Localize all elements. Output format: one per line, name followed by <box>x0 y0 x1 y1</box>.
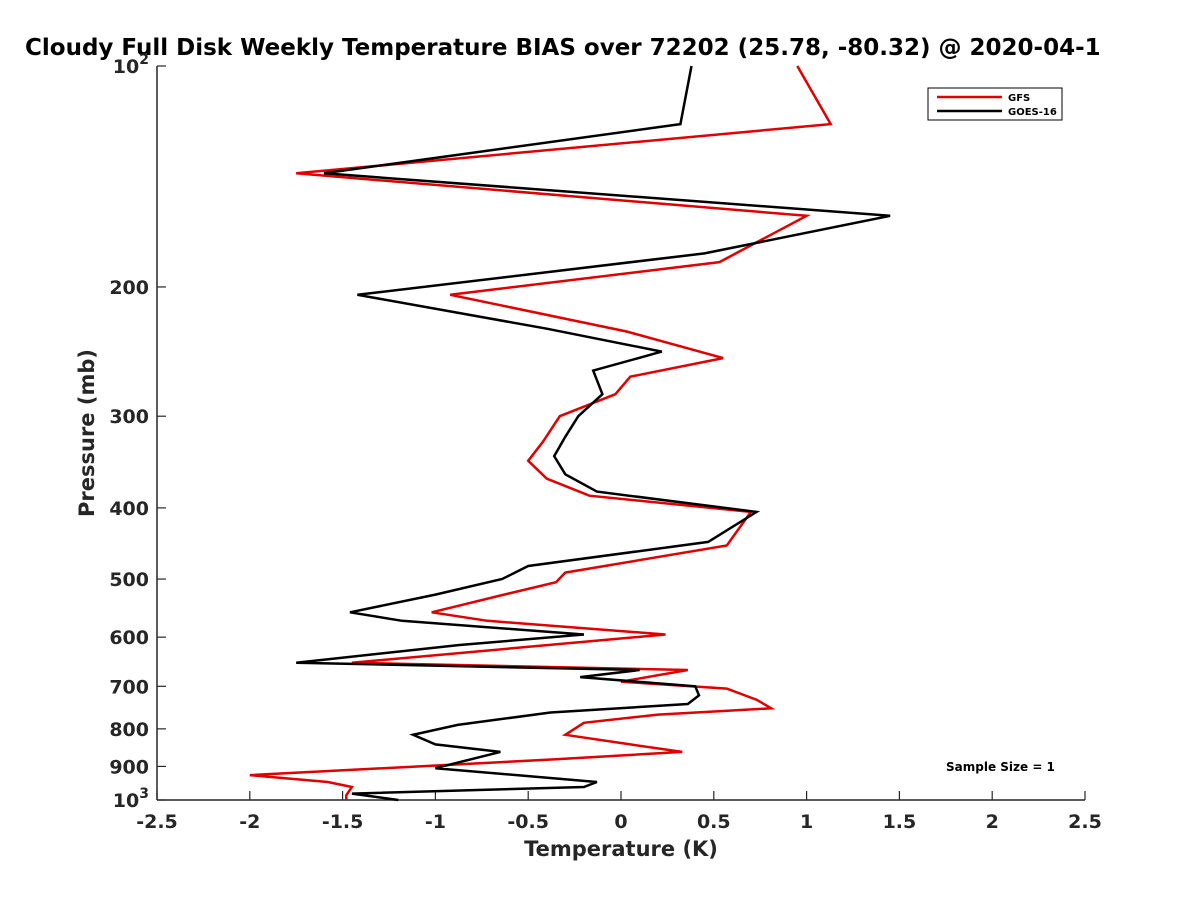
x-tick-label: 0 <box>614 811 627 833</box>
y-tick-label: 400 <box>109 498 149 520</box>
series-layer <box>249 65 891 802</box>
x-tick-label: -2 <box>239 811 260 833</box>
y-tick-label: 500 <box>109 569 149 591</box>
series-line-goes16 <box>296 65 891 802</box>
y-tick-label: 103 <box>113 786 149 812</box>
chart-title: Cloudy Full Disk Weekly Temperature BIAS… <box>25 35 1101 61</box>
y-tick-label: 800 <box>109 719 149 741</box>
x-tick-label: -1 <box>425 811 446 833</box>
y-tick-label: 700 <box>109 676 149 698</box>
y-tick-label: 200 <box>109 277 149 299</box>
y-tick-label: 900 <box>109 756 149 778</box>
series-line-gfs <box>249 65 833 800</box>
legend-box <box>927 87 1063 121</box>
y-axis-label: Pressure (mb) <box>75 349 99 517</box>
x-axis-label: Temperature (K) <box>524 837 718 861</box>
legend-label-gfs: GFS <box>1008 93 1030 104</box>
sample-size-annotation: Sample Size = 1 <box>946 760 1055 774</box>
x-tick-label: 1 <box>800 811 813 833</box>
y-tick-label: 600 <box>109 627 149 649</box>
y-tick-label: 300 <box>109 406 149 428</box>
x-tick-label: 2 <box>986 811 999 833</box>
axes: -2.5 -2 -1.5 -1 -0.5 0 0.5 1 1.5 2 2.5 102 200 300 400… <box>109 52 1102 833</box>
x-tick-label: -2.5 <box>136 811 178 833</box>
legend: GFS GOES-16 <box>927 87 1063 121</box>
x-tick-label: 0.5 <box>697 811 731 833</box>
x-tick-label: 2.5 <box>1068 811 1102 833</box>
y-tick-label: 102 <box>113 52 149 78</box>
x-tick-label: 1.5 <box>883 811 917 833</box>
legend-label-goes16: GOES-16 <box>1008 107 1057 118</box>
x-tick-label: -1.5 <box>322 811 364 833</box>
x-tick-label: -0.5 <box>507 811 549 833</box>
